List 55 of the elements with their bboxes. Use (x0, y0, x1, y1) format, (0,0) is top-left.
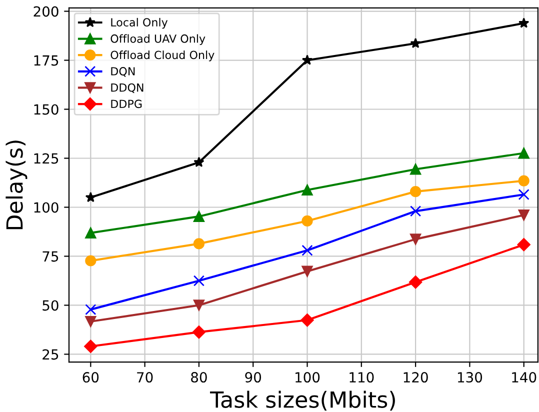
point (410, 186, 422, 198)
point (410, 206, 422, 217)
x-tick-label: 110 (350, 372, 374, 383)
x-tick-label: 130 (458, 372, 482, 383)
x-tick-label: 120 (404, 372, 428, 383)
point (302, 244, 313, 256)
y-tick-label: 200 (34, 6, 58, 17)
point (302, 215, 313, 227)
point (518, 18, 530, 28)
y-tick-label: 75 (42, 251, 58, 262)
legend-label: Offload Cloud Only (110, 50, 214, 62)
point (302, 266, 313, 277)
point (408, 276, 422, 289)
legend-label: Local Only (111, 18, 168, 29)
x-tick-label: 90 (245, 372, 262, 383)
point (302, 184, 313, 196)
point (85, 227, 96, 238)
point (84, 340, 98, 353)
point (518, 188, 530, 200)
point (518, 175, 530, 186)
x-tick-label: 100 (296, 372, 320, 383)
point (410, 164, 422, 175)
point (517, 238, 530, 252)
x-tick-label: 80 (191, 372, 207, 383)
point (85, 316, 96, 328)
x-tick-label: 60 (82, 372, 99, 383)
x-tick-label: 70 (137, 372, 153, 383)
point (193, 238, 205, 250)
point (85, 304, 96, 316)
point (518, 148, 530, 159)
legend-label: DQN (111, 67, 135, 77)
point (518, 210, 530, 221)
point (300, 314, 314, 327)
y-tick-label: 25 (42, 349, 58, 360)
point (85, 192, 96, 202)
point (410, 38, 421, 48)
point (193, 275, 205, 286)
legend-label: Offload UAV Only (110, 34, 206, 45)
legend-label: DDQN (111, 83, 144, 94)
point (410, 234, 422, 245)
legend-label: DDPG (111, 100, 142, 108)
point (194, 156, 204, 167)
point (193, 210, 205, 222)
y-tick-label: 50 (42, 300, 58, 311)
y-tick-label: 175 (34, 55, 58, 66)
x-axis-title: Task sizes(Mbits) (210, 390, 395, 411)
point (302, 54, 313, 65)
point (192, 325, 206, 339)
point (85, 255, 96, 266)
y-tick-label: 150 (34, 104, 58, 115)
y-tick-label: 100 (34, 202, 58, 213)
y-axis-title: Delay(s) (6, 140, 28, 230)
x-tick-label: 140 (512, 372, 536, 383)
point (193, 300, 205, 311)
y-tick-label: 125 (34, 153, 58, 164)
